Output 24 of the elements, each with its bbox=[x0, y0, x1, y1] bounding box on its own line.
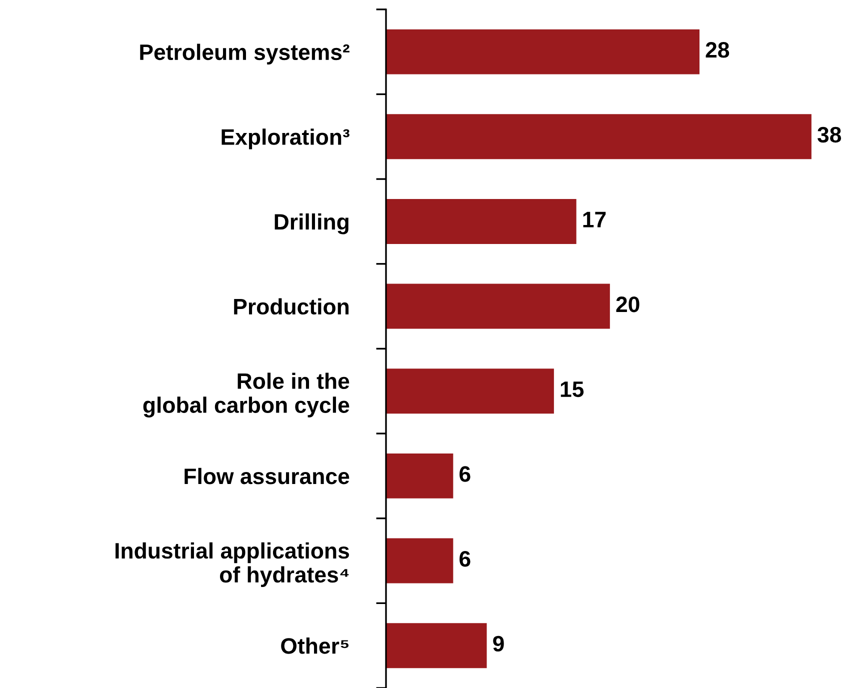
y-tick-label: Petroleum systems² bbox=[140, 44, 350, 64]
bar bbox=[386, 114, 812, 160]
y-tick-label: Drilling bbox=[274, 213, 348, 234]
bar bbox=[386, 198, 576, 244]
bar bbox=[386, 284, 610, 329]
y-tick-label: Role in the global carbon cycle bbox=[143, 372, 350, 418]
y-tick-label: Flow assurance bbox=[184, 468, 350, 484]
bar bbox=[386, 29, 700, 74]
y-tick-label: Other⁵ bbox=[281, 638, 349, 654]
data-label: 17 bbox=[583, 212, 606, 228]
y-tick-label: Industrial applications of hydrates⁴ bbox=[116, 542, 349, 588]
data-label: 28 bbox=[706, 42, 730, 58]
y-tick-label: Production bbox=[234, 298, 349, 315]
y-tick-label: Exploration³ bbox=[222, 128, 350, 150]
bar bbox=[386, 538, 454, 584]
bar bbox=[386, 368, 554, 414]
data-label: 6 bbox=[460, 466, 470, 482]
bar bbox=[386, 623, 487, 668]
data-label: 15 bbox=[560, 382, 584, 398]
data-label: 20 bbox=[616, 296, 640, 312]
data-label: 6 bbox=[460, 550, 470, 567]
data-label: 9 bbox=[493, 636, 504, 652]
bar bbox=[386, 453, 454, 498]
data-label: 38 bbox=[818, 126, 842, 143]
